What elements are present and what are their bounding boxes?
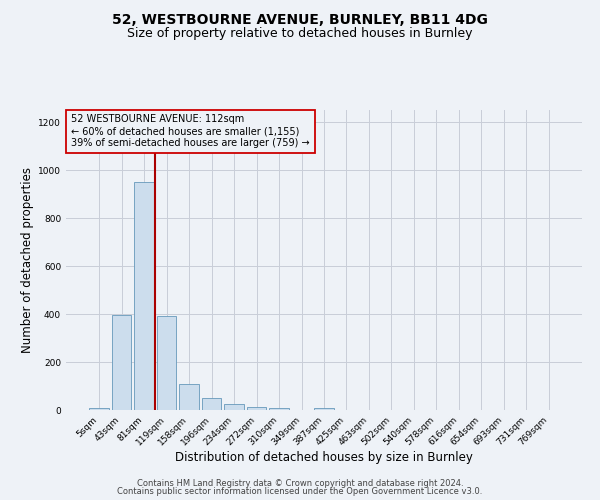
Text: 52 WESTBOURNE AVENUE: 112sqm
← 60% of detached houses are smaller (1,155)
39% of: 52 WESTBOURNE AVENUE: 112sqm ← 60% of de… — [71, 114, 310, 148]
Bar — [224, 404, 244, 410]
Bar — [202, 398, 221, 410]
Bar — [89, 408, 109, 410]
Bar — [157, 316, 176, 410]
Text: 52, WESTBOURNE AVENUE, BURNLEY, BB11 4DG: 52, WESTBOURNE AVENUE, BURNLEY, BB11 4DG — [112, 12, 488, 26]
Text: Contains public sector information licensed under the Open Government Licence v3: Contains public sector information licen… — [118, 487, 482, 496]
Bar — [247, 407, 266, 410]
Text: Size of property relative to detached houses in Burnley: Size of property relative to detached ho… — [127, 28, 473, 40]
X-axis label: Distribution of detached houses by size in Burnley: Distribution of detached houses by size … — [175, 451, 473, 464]
Text: Contains HM Land Registry data © Crown copyright and database right 2024.: Contains HM Land Registry data © Crown c… — [137, 478, 463, 488]
Bar — [134, 182, 154, 410]
Bar — [269, 408, 289, 410]
Bar — [314, 408, 334, 410]
Bar — [112, 314, 131, 410]
Bar — [179, 384, 199, 410]
Y-axis label: Number of detached properties: Number of detached properties — [21, 167, 34, 353]
